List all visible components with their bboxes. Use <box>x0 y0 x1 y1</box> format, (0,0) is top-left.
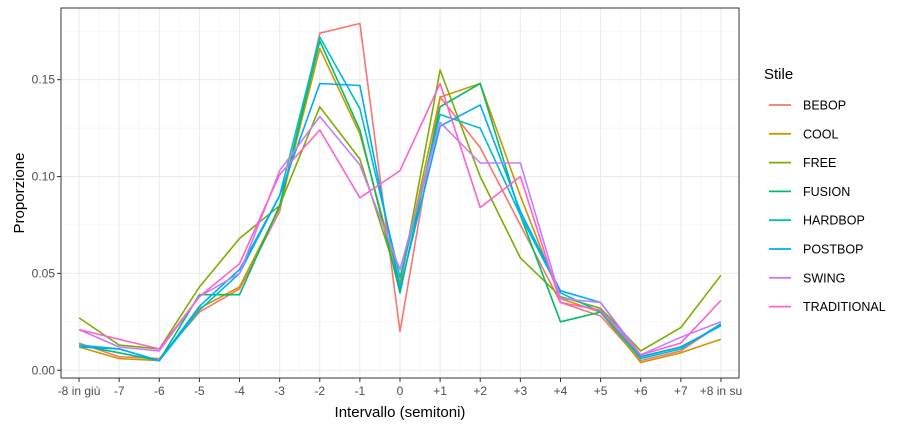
y-axis-title: Proporzione <box>11 153 28 234</box>
y-tick-label: 0.00 <box>32 363 56 377</box>
legend-label-hardbop: HARDBOP <box>803 214 865 228</box>
legend-label-traditional: TRADITIONAL <box>803 300 886 314</box>
major-gridlines <box>61 8 739 378</box>
x-tick-label: -3 <box>274 384 285 398</box>
series-line-hardbop <box>79 36 722 362</box>
x-tick-label: +1 <box>433 384 447 398</box>
x-axis-title: Intervallo (semitoni) <box>335 404 466 421</box>
x-tick-label: +6 <box>634 384 648 398</box>
x-axis: -8 in giù -7 -6 -5 -4 -3 -2 -1 0 +1 +2 +3 +4 +5 +6 +7 +8… <box>58 378 742 398</box>
legend: Stile BEBOP COOL FREE FUSION HARDBOP POSTBOP S… <box>764 66 886 314</box>
legend-title: Stile <box>764 66 793 83</box>
x-tick-label: +7 <box>674 384 688 398</box>
x-tick-label: -8 in giù <box>58 384 101 398</box>
legend-label-fusion: FUSION <box>803 185 850 199</box>
series-line-traditional <box>78 82 722 356</box>
x-tick-label: -6 <box>154 384 165 398</box>
x-tick-label: -4 <box>234 384 245 398</box>
x-tick-label: -7 <box>114 384 125 398</box>
x-tick-label: +8 in su <box>700 384 742 398</box>
x-tick-label: +2 <box>473 384 487 398</box>
x-tick-label: +4 <box>554 384 568 398</box>
y-axis: 0.00 0.05 0.10 0.15 <box>32 73 61 377</box>
x-tick-label: 0 <box>397 384 404 398</box>
x-tick-label: -5 <box>194 384 205 398</box>
x-tick-label: -2 <box>314 384 325 398</box>
y-tick-label: 0.15 <box>32 73 56 87</box>
x-tick-label: -1 <box>355 384 366 398</box>
x-tick-label: +5 <box>594 384 608 398</box>
legend-label-postbop: POSTBOP <box>803 243 863 257</box>
x-tick-label: +3 <box>514 384 528 398</box>
y-tick-label: 0.10 <box>32 170 56 184</box>
y-tick-label: 0.05 <box>32 266 56 280</box>
series-lines <box>78 22 722 364</box>
legend-label-free: FREE <box>803 156 836 170</box>
legend-label-bebop: BEBOP <box>803 99 846 113</box>
legend-label-swing: SWING <box>803 271 845 285</box>
legend-label-cool: COOL <box>803 127 838 141</box>
